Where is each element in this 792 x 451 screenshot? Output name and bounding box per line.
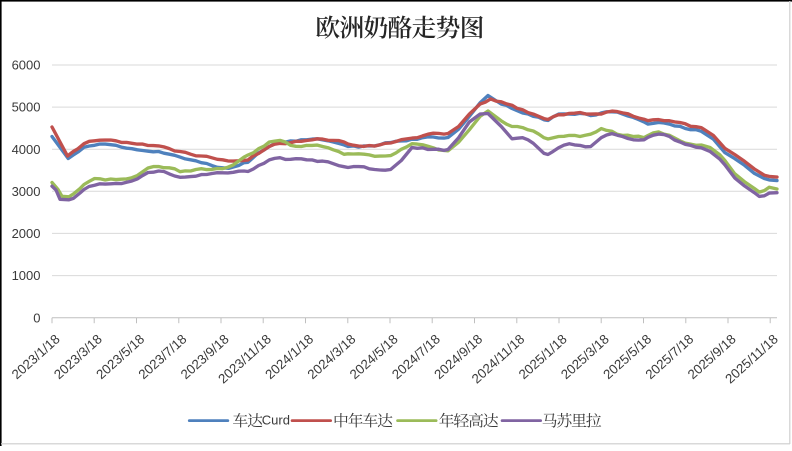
svg-text:2000: 2000 bbox=[12, 226, 41, 241]
svg-text:1000: 1000 bbox=[12, 268, 41, 283]
svg-text:6000: 6000 bbox=[12, 58, 41, 73]
svg-text:Curd: Curd bbox=[262, 413, 290, 428]
svg-text:4000: 4000 bbox=[12, 142, 41, 157]
svg-text:3000: 3000 bbox=[12, 184, 41, 199]
svg-text:0: 0 bbox=[33, 310, 40, 325]
svg-text:5000: 5000 bbox=[12, 100, 41, 115]
